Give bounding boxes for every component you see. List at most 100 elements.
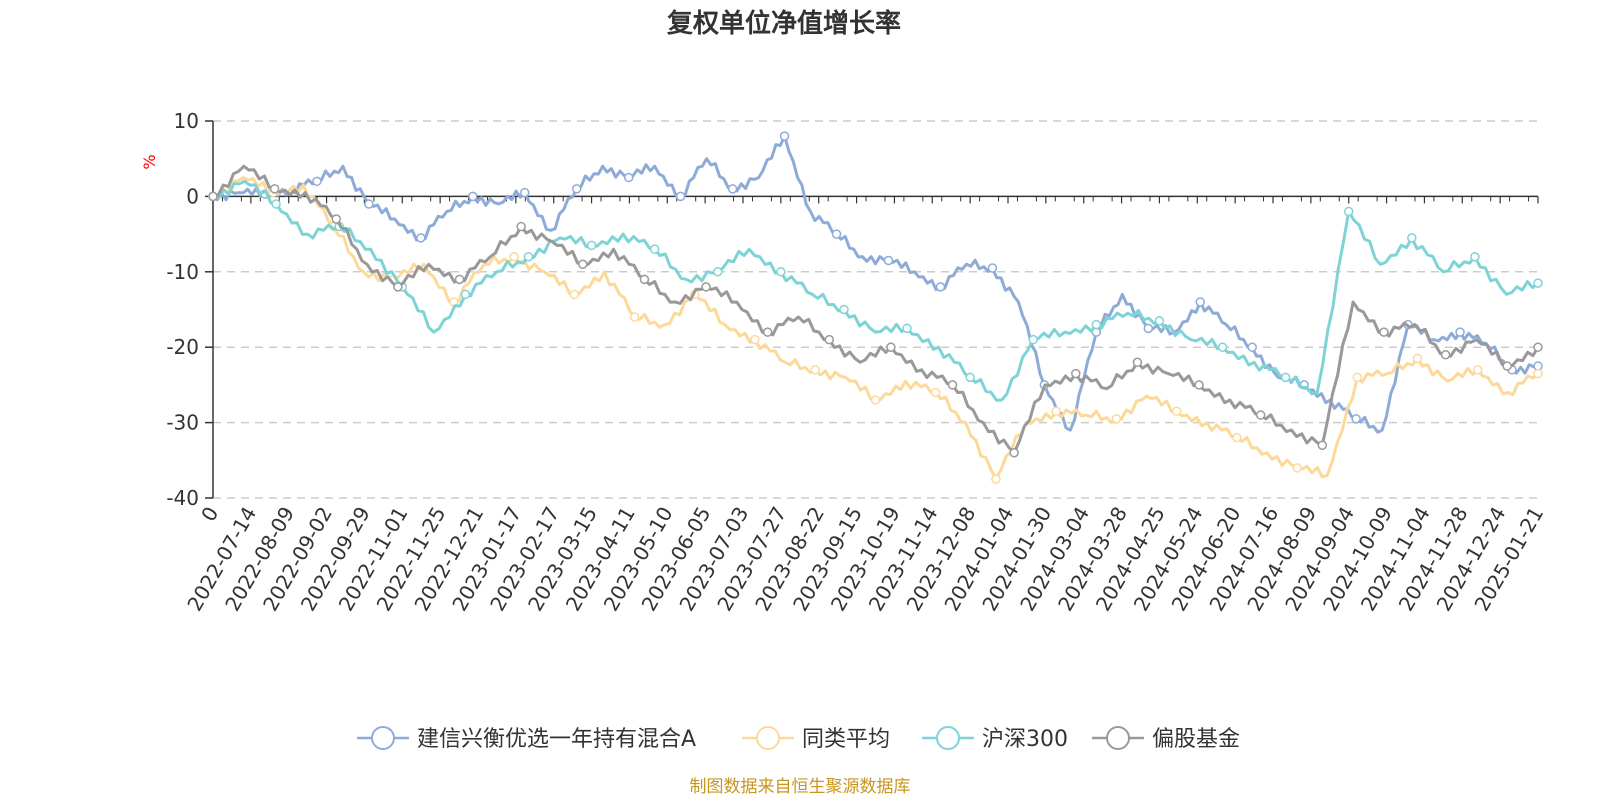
y-tick-label: -10	[166, 260, 199, 284]
data-point	[1280, 372, 1291, 383]
data-point	[468, 191, 478, 202]
data-point	[1195, 297, 1206, 307]
data-point	[1352, 372, 1363, 383]
data-point	[1351, 414, 1361, 424]
data-point	[1502, 361, 1512, 371]
data-point	[649, 244, 660, 254]
data-point	[886, 342, 896, 352]
data-point	[727, 184, 738, 194]
data-point	[991, 474, 1001, 484]
data-point	[1111, 414, 1122, 424]
source-note: 制图数据来自恒生聚源数据库	[690, 777, 911, 797]
data-point	[586, 240, 597, 251]
grid-lines	[213, 120, 1538, 499]
y-tick-label: 0	[186, 184, 199, 208]
data-point	[454, 274, 465, 285]
data-point	[364, 199, 374, 209]
y-tick-label: -20	[166, 335, 199, 359]
data-point	[1051, 406, 1061, 417]
legend-swatch-circle	[756, 726, 780, 750]
data-point	[701, 282, 711, 292]
legend-label: 偏股基金	[1152, 727, 1240, 752]
y-tick-label: 10	[174, 109, 199, 133]
data-point	[831, 229, 842, 239]
data-point	[269, 184, 280, 194]
data-point	[571, 184, 582, 194]
data-point	[1292, 463, 1302, 473]
legend-item[interactable]: 同类平均	[742, 726, 890, 752]
legend[interactable]: 建信兴衡优选一年持有混合A 同类平均 沪深300 偏股基金	[357, 726, 1240, 752]
data-point	[623, 172, 634, 183]
series-2	[208, 179, 1543, 402]
data-point	[1343, 206, 1354, 217]
series-line	[212, 164, 1540, 455]
data-point	[1455, 327, 1465, 337]
data-point	[312, 176, 322, 187]
data-point	[930, 387, 941, 398]
data-point	[1091, 319, 1102, 330]
series-0	[208, 131, 1543, 434]
data-point	[779, 131, 790, 141]
data-point	[870, 395, 881, 405]
data-point	[902, 323, 912, 334]
data-point	[1533, 368, 1543, 379]
data-point	[1071, 368, 1081, 379]
data-point	[750, 334, 760, 345]
legend-swatch-circle	[936, 726, 960, 750]
data-point	[1533, 342, 1543, 352]
data-point	[1255, 410, 1266, 420]
data-point	[810, 365, 821, 375]
data-point	[1028, 334, 1038, 345]
legend-item[interactable]: 建信兴衡优选一年持有混合A	[357, 726, 696, 752]
data-point	[416, 233, 426, 243]
legend-swatch-circle	[1106, 726, 1130, 750]
data-point	[1407, 233, 1417, 243]
data-point	[1473, 365, 1483, 375]
data-point	[578, 259, 588, 270]
data-point	[1154, 316, 1165, 326]
data-point	[629, 312, 640, 322]
data-point	[1194, 380, 1204, 390]
data-point	[1440, 349, 1451, 360]
data-point	[509, 251, 519, 262]
data-point	[1247, 342, 1257, 352]
data-point	[824, 334, 835, 345]
y-axis-unit: %	[140, 154, 159, 169]
data-point	[1143, 323, 1154, 334]
data-point	[675, 191, 686, 202]
data-point	[1132, 357, 1143, 368]
legend-label: 建信兴衡优选一年持有混合A	[417, 727, 696, 752]
series-line	[212, 176, 1540, 481]
data-point	[208, 191, 218, 202]
data-point	[1412, 353, 1423, 364]
data-point	[1317, 440, 1328, 450]
x-tick-label: 0	[196, 503, 223, 526]
data-point	[762, 327, 773, 337]
data-point	[1232, 432, 1242, 443]
data-point	[569, 289, 580, 300]
y-tick-label: -40	[166, 486, 199, 510]
legend-item[interactable]: 偏股基金	[1092, 726, 1240, 752]
data-point	[393, 282, 403, 292]
data-point	[639, 274, 650, 285]
data-point	[713, 267, 723, 277]
chart-title: 复权单位净值增长率	[667, 8, 901, 39]
data-point	[331, 214, 342, 224]
data-point	[947, 380, 958, 390]
series-1	[208, 176, 1543, 484]
data-point	[520, 187, 530, 198]
data-point	[1009, 448, 1019, 458]
series-3	[208, 164, 1543, 458]
data-point	[776, 267, 786, 277]
legend-label: 同类平均	[802, 727, 890, 752]
data-point	[523, 251, 534, 262]
series-line	[212, 179, 1539, 402]
data-point	[987, 263, 998, 273]
legend-item[interactable]: 沪深300	[922, 726, 1068, 752]
y-tick-label: -30	[166, 411, 199, 435]
legend-label: 沪深300	[982, 727, 1068, 752]
data-point	[1379, 327, 1389, 337]
data-point	[935, 282, 946, 292]
data-point	[1470, 251, 1480, 262]
